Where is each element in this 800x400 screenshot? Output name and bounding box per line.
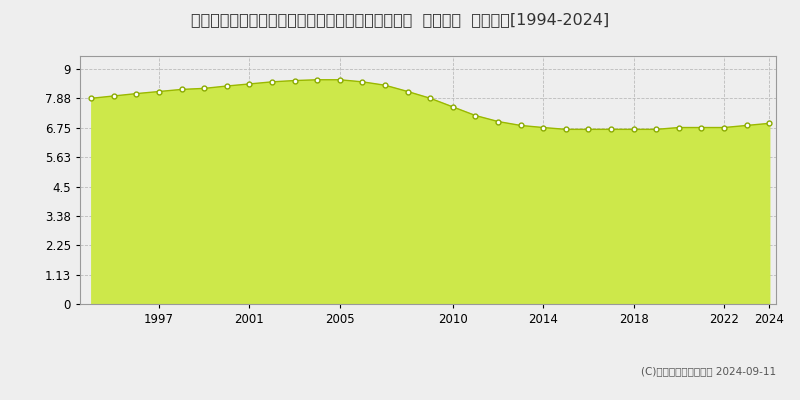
Text: 山形県東置賜郡高畠町大字福沢字鎌塚台１５０番６  地価公示  地価推移[1994-2024]: 山形県東置賜郡高畠町大字福沢字鎌塚台１５０番６ 地価公示 地価推移[1994-2… bbox=[191, 12, 609, 27]
Text: (C)土地価格ドットコム 2024-09-11: (C)土地価格ドットコム 2024-09-11 bbox=[641, 366, 776, 376]
